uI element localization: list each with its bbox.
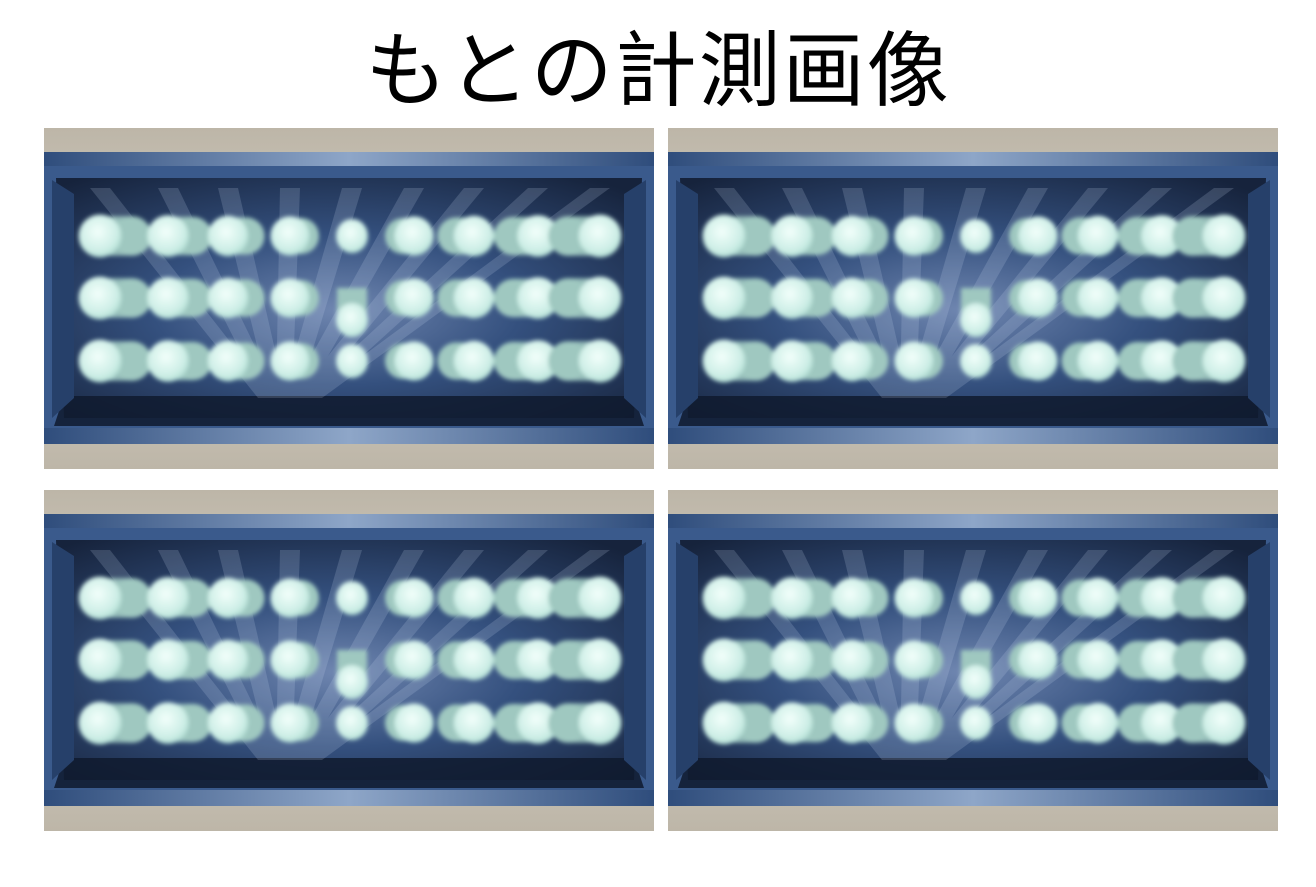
- image-grid: [44, 128, 1278, 831]
- measurement-image-3: [44, 490, 654, 831]
- scene-render: [668, 490, 1278, 831]
- scene-render: [44, 128, 654, 469]
- scene-render: [668, 128, 1278, 469]
- measurement-image-2: [668, 128, 1278, 469]
- measurement-image-4: [668, 490, 1278, 831]
- page-title: もとの計測画像: [365, 24, 951, 119]
- scene-render: [44, 490, 654, 831]
- measurement-image-1: [44, 128, 654, 469]
